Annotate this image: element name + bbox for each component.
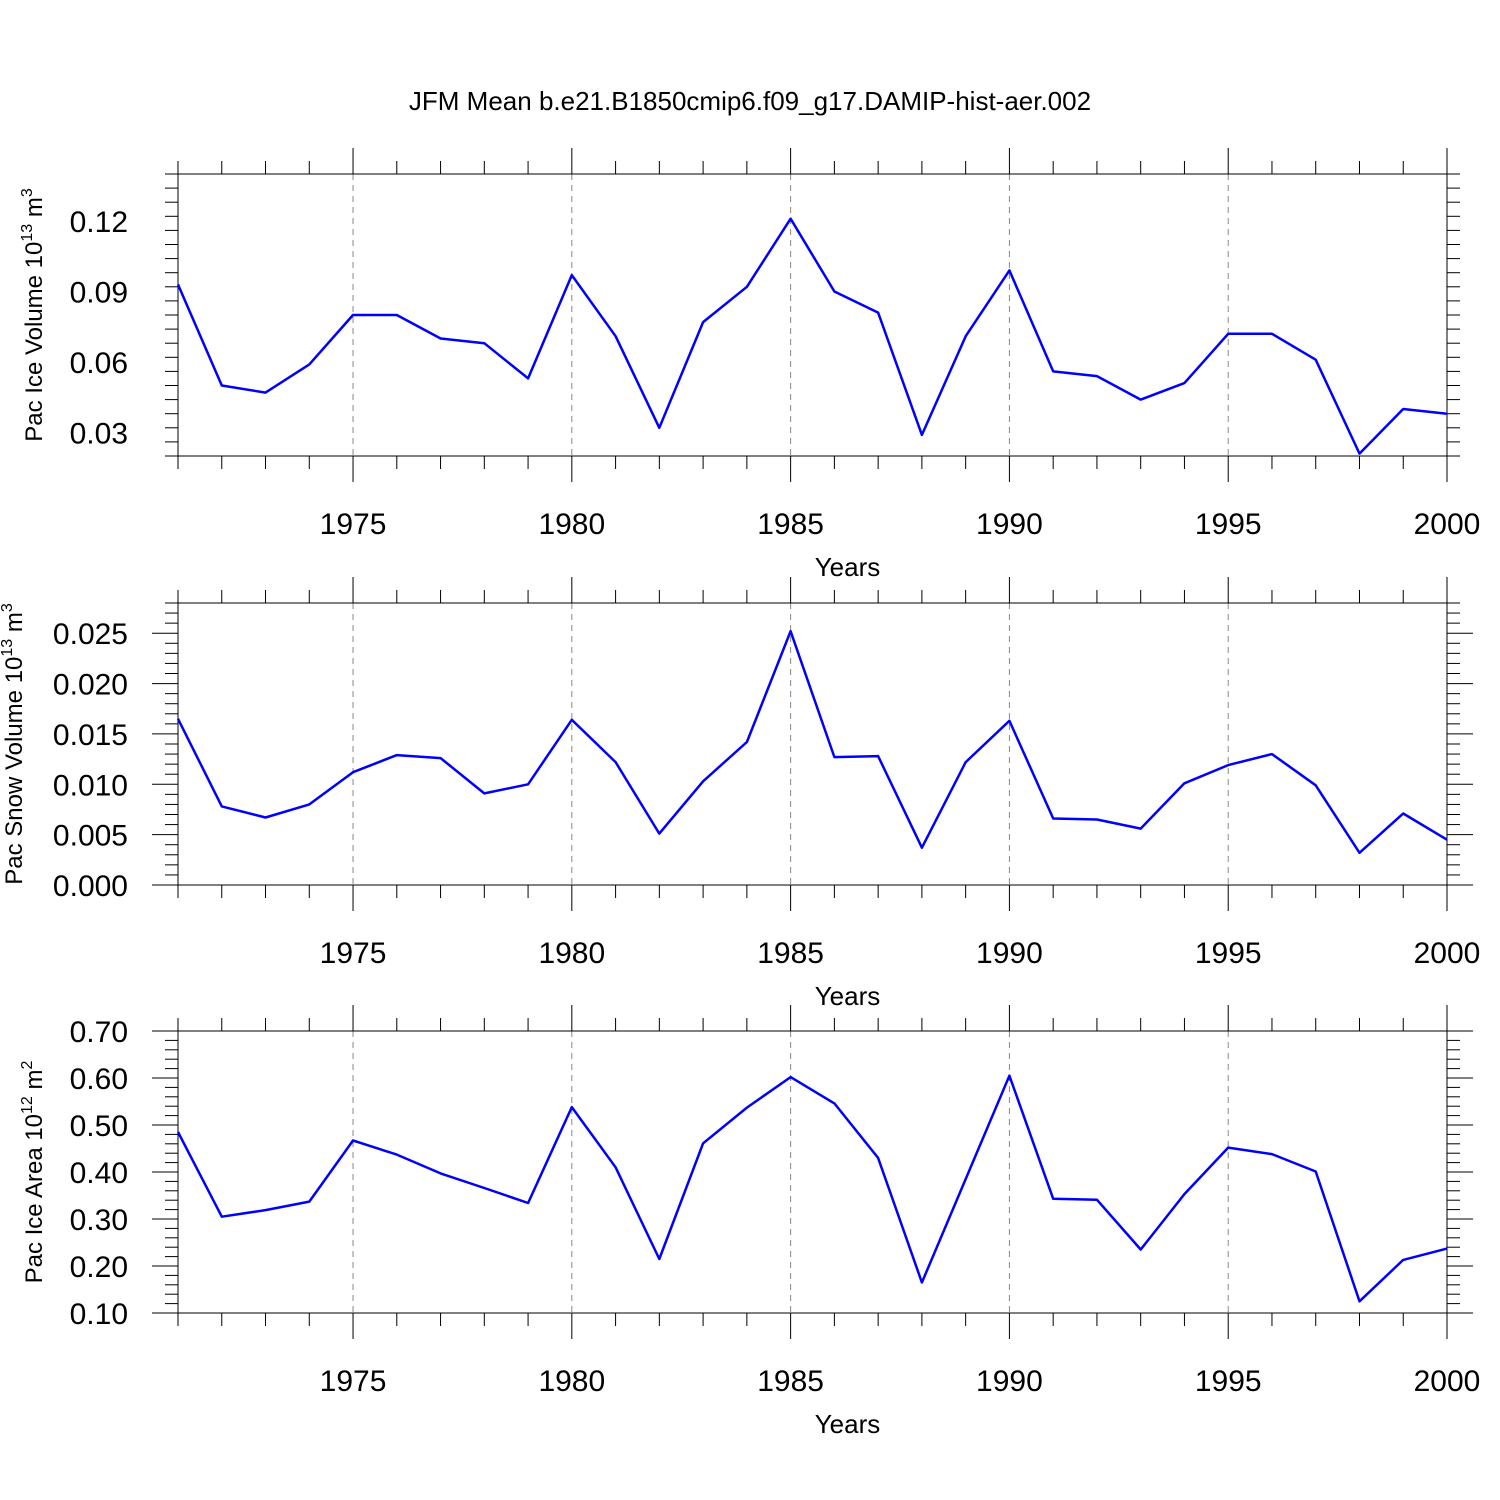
x-tick-label: 2000 — [1414, 508, 1481, 541]
y-axis-label: Pac Ice Volume 1013 m3 — [19, 188, 48, 442]
y-tick-label: 0.50 — [70, 1110, 128, 1143]
x-tick-label: 1990 — [976, 937, 1043, 970]
y-tick-label: 0.12 — [70, 206, 128, 239]
x-tick-label: 1975 — [320, 937, 387, 970]
panel-3: 0.10 0.20 0.30 0.40 0.50 0.60 0.70 1975 1980 1985… — [19, 1005, 1480, 1439]
y-axis-label-unit: m — [21, 1069, 48, 1096]
x-tick-label: 1995 — [1195, 508, 1262, 541]
y-tick-label: 0.000 — [53, 870, 128, 903]
y-tick-label: 0.03 — [70, 418, 128, 451]
x-tick-label: 1975 — [320, 1365, 387, 1398]
y-axis-label-unit: m — [1, 612, 28, 639]
x-tick-label: 1985 — [757, 937, 824, 970]
panel-1: 0.03 0.06 0.09 0.12 1975 1980 1985 1990 1995 2000… — [19, 148, 1480, 582]
series-line — [176, 629, 1448, 855]
y-tick-label: 0.025 — [53, 618, 128, 651]
y-tick-label: 0.005 — [53, 820, 128, 853]
y-tick-label: 0.015 — [53, 719, 128, 752]
y-tick-label: 0.30 — [70, 1204, 128, 1237]
x-tick-label: 1990 — [976, 508, 1043, 541]
x-tick-label: 1985 — [757, 1365, 824, 1398]
y-axis-label-exponent: 13 — [19, 224, 36, 242]
y-axis-label-text: Pac Ice Area 10 — [21, 1114, 48, 1283]
series-line — [176, 217, 1448, 455]
x-axis-label: Years — [815, 981, 881, 1011]
y-tick-label: 0.09 — [70, 277, 128, 310]
y-axis-label-unit: m — [21, 197, 48, 224]
plot-frame — [177, 602, 1448, 886]
figure-title: JFM Mean b.e21.B1850cmip6.f09_g17.DAMIP-… — [409, 86, 1091, 116]
x-tick-label: 1980 — [538, 937, 605, 970]
y-axis-label: Pac Ice Area 1012 m2 — [19, 1060, 48, 1283]
y-tick-label: 0.70 — [70, 1016, 128, 1049]
x-tick-label: 1975 — [320, 508, 387, 541]
x-tick-label: 1990 — [976, 1365, 1043, 1398]
x-tick-label: 1995 — [1195, 937, 1262, 970]
x-tick-label: 2000 — [1414, 937, 1481, 970]
y-tick-label: 0.10 — [70, 1298, 128, 1331]
x-tick-label: 1995 — [1195, 1365, 1262, 1398]
plot-frame — [177, 1030, 1448, 1314]
y-axis-label-text: Pac Snow Volume 10 — [1, 657, 28, 885]
x-axis-label: Years — [815, 552, 881, 582]
y-axis-label: Pac Snow Volume 1013 m3 — [0, 603, 28, 885]
x-tick-label: 1980 — [538, 508, 605, 541]
panels: 0.03 0.06 0.09 0.12 1975 1980 1985 1990 1995 2000… — [0, 148, 1480, 1439]
y-axis-label-exponent: 12 — [19, 1096, 36, 1114]
y-tick-label: 0.06 — [70, 347, 128, 380]
panel-2: 0.000 0.005 0.010 0.015 0.020 0.025 1975 1980 19… — [0, 577, 1480, 1011]
y-axis-label-unit-exponent: 3 — [0, 603, 16, 612]
y-axis-label-exponent: 13 — [0, 639, 16, 657]
y-axis-label-text: Pac Ice Volume 10 — [21, 242, 48, 442]
x-tick-label: 2000 — [1414, 1365, 1481, 1398]
x-axis-label: Years — [815, 1409, 881, 1439]
y-tick-label: 0.010 — [53, 769, 128, 802]
y-tick-label: 0.60 — [70, 1063, 128, 1096]
y-axis-label-unit-exponent: 3 — [19, 188, 36, 197]
series-line — [176, 1074, 1448, 1303]
y-axis-label-unit-exponent: 2 — [19, 1060, 36, 1069]
y-tick-label: 0.40 — [70, 1157, 128, 1190]
x-tick-label: 1985 — [757, 508, 824, 541]
x-tick-label: 1980 — [538, 1365, 605, 1398]
y-tick-label: 0.20 — [70, 1251, 128, 1284]
y-tick-label: 0.020 — [53, 669, 128, 702]
